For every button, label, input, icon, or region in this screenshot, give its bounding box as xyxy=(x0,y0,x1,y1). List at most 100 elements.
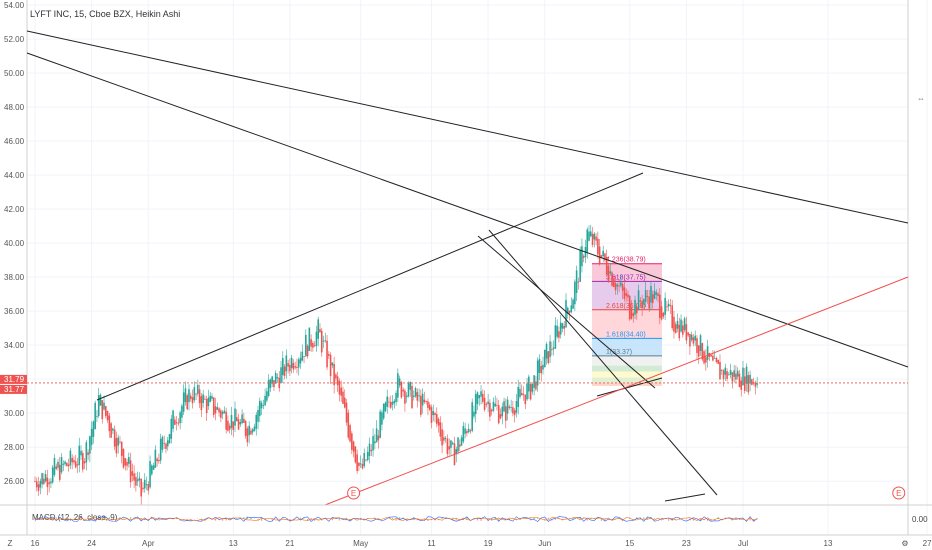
candle-body xyxy=(239,421,242,425)
candle-body xyxy=(211,396,213,399)
trendline[interactable] xyxy=(96,172,644,401)
trendline[interactable] xyxy=(26,30,909,224)
candle-body xyxy=(90,428,93,445)
candle-body xyxy=(358,462,360,467)
trendlines[interactable] xyxy=(26,30,909,506)
candle-body xyxy=(338,380,341,395)
fib-band xyxy=(592,338,662,356)
candle-body xyxy=(289,364,291,372)
macd-pane[interactable]: MACD (12, 26, close, 9) 0.00 xyxy=(0,504,932,536)
candle-body xyxy=(35,481,38,488)
candle-body xyxy=(756,383,758,385)
candle-body xyxy=(41,473,43,485)
candle-body xyxy=(80,450,82,456)
trendline[interactable] xyxy=(488,229,718,496)
earnings-marker[interactable]: E xyxy=(347,486,361,500)
price-tick-label: 30.00 xyxy=(4,409,25,418)
candle-body xyxy=(356,454,358,471)
candle-body xyxy=(593,233,596,240)
candle-body xyxy=(575,270,578,293)
time-tick-label: 19 xyxy=(484,539,493,548)
candle-body xyxy=(742,367,744,386)
candle-body xyxy=(614,283,617,291)
expand-icon[interactable]: ⇔ xyxy=(917,94,925,103)
candle-body xyxy=(388,401,390,403)
candle-body xyxy=(389,401,392,408)
candle-body xyxy=(572,299,574,309)
trendline[interactable] xyxy=(477,235,656,389)
candle-body xyxy=(543,349,546,368)
time-tick-label: Jul xyxy=(738,539,748,548)
candle-body xyxy=(683,318,686,331)
fib-level-label: 1.618(34.40) xyxy=(606,331,646,338)
earnings-marker[interactable]: E xyxy=(892,486,906,500)
price-tick-label: 36.00 xyxy=(4,307,25,316)
current-price-tag xyxy=(0,384,27,394)
zoom-icon[interactable]: Z xyxy=(8,539,13,548)
candle-body xyxy=(581,246,583,267)
candle-body xyxy=(317,319,319,339)
candle-body xyxy=(706,346,709,360)
candle-body xyxy=(117,437,119,446)
candle-body xyxy=(257,410,259,422)
candle-body xyxy=(648,296,650,309)
candle-body xyxy=(405,395,408,398)
candle-body xyxy=(411,385,413,409)
support-trendline[interactable] xyxy=(324,276,909,506)
candle-body xyxy=(105,406,107,416)
fibonacci-extension[interactable]: 4.236(38.79) 3.618(37.75) 2.618(36.08) 1.61… xyxy=(592,257,662,386)
candle-body xyxy=(471,402,473,431)
candle-body xyxy=(540,365,543,374)
candle-body xyxy=(526,383,528,400)
fib-band xyxy=(592,365,662,372)
candle-body xyxy=(701,343,704,360)
candle-body xyxy=(395,392,397,403)
candle-body xyxy=(342,391,344,404)
price-tick-label: 46.00 xyxy=(4,137,25,146)
candle-body xyxy=(542,364,544,370)
candle-body xyxy=(287,363,289,367)
candle-body xyxy=(418,395,420,397)
candle-body xyxy=(696,338,698,353)
time-axis[interactable]: 16 24 Apr 13 21 May 11 19 Jun 15 23 Jul 13 27 Z ⚙ ⇔ xyxy=(8,94,932,548)
price-tick-label: 48.00 xyxy=(4,103,25,112)
candle-body xyxy=(97,395,100,416)
candle-body xyxy=(110,423,112,438)
price-tick-label: 42.00 xyxy=(4,205,25,214)
candle-body xyxy=(50,481,52,484)
candle-body xyxy=(485,403,488,405)
fib-band xyxy=(592,263,662,282)
trendline[interactable] xyxy=(596,377,663,397)
candle-body xyxy=(680,319,682,332)
price-axis[interactable]: 54.00 52.00 50.00 48.00 46.00 44.00 42.00 40.00… xyxy=(0,1,27,486)
candle-body xyxy=(177,422,180,424)
candle-body xyxy=(228,425,231,430)
candle-body xyxy=(205,398,208,414)
price-tick-label: 44.00 xyxy=(4,171,25,180)
signal-line xyxy=(34,517,758,521)
candle-body xyxy=(96,415,98,417)
candle-body xyxy=(637,290,640,311)
candle-body xyxy=(66,462,68,467)
candle-body xyxy=(505,406,507,421)
candle-body xyxy=(108,415,111,432)
candle-body xyxy=(487,401,489,405)
candle-body xyxy=(235,417,238,422)
time-tick-label: 21 xyxy=(285,539,294,548)
candle-body xyxy=(163,443,166,445)
candle-body xyxy=(499,414,502,419)
candle-body xyxy=(331,362,334,366)
candle-body xyxy=(731,372,734,382)
gear-icon[interactable]: ⚙ xyxy=(901,539,908,548)
candle-body xyxy=(55,466,58,469)
candle-body xyxy=(250,430,252,435)
candle-body xyxy=(625,293,627,296)
trendline[interactable] xyxy=(664,493,706,502)
time-tick-label: 23 xyxy=(682,539,691,548)
candle-body xyxy=(570,305,573,313)
candle-body xyxy=(508,406,511,408)
trendline[interactable] xyxy=(26,52,909,368)
